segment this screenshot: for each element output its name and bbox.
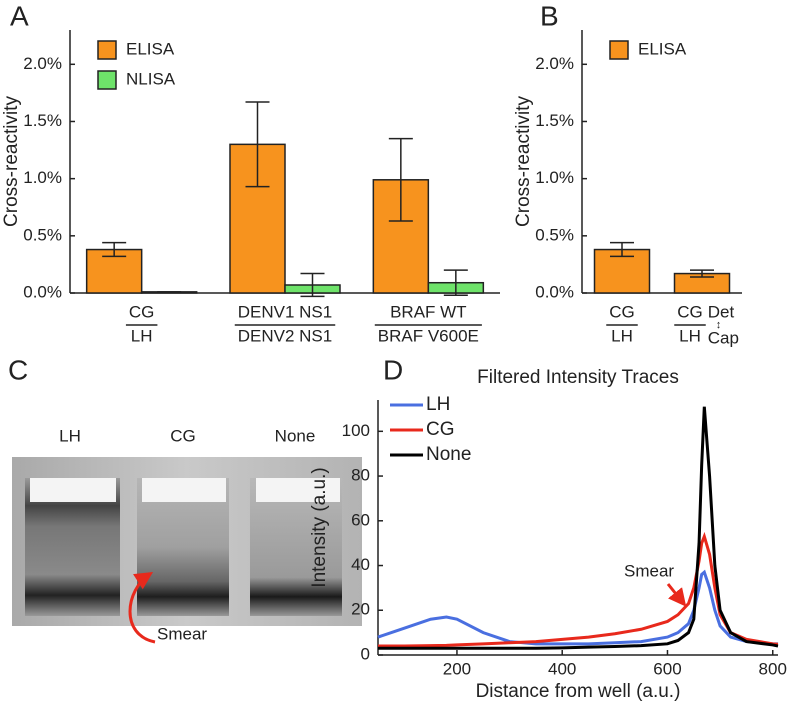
y-axis-label: Cross-reactivity: [513, 96, 534, 227]
legend-swatch: [609, 40, 629, 60]
legend-swatch: [97, 40, 117, 60]
x-axis-label: Distance from well (a.u.): [476, 681, 681, 702]
annotation-arrow: [128, 572, 156, 644]
x-tick-label: CG: [609, 302, 635, 321]
chart-title: Filtered Intensity Traces: [477, 367, 679, 388]
x-tick-label: Cap: [708, 328, 739, 347]
y-tick-label: 2.0%: [535, 54, 574, 73]
y-tick-label: 0.0%: [23, 282, 62, 301]
x-tick-label: 800: [759, 659, 787, 678]
y-tick-label: 1.5%: [23, 111, 62, 130]
x-tick-label: BRAF V600E: [378, 326, 479, 345]
legend-label: NLISA: [126, 69, 176, 88]
annotation: Smear: [624, 561, 674, 580]
error-bar: [245, 101, 270, 188]
y-tick-label: 40: [351, 555, 370, 574]
x-tick-label: ↕: [716, 319, 722, 331]
annotation-arrow: [666, 583, 687, 607]
y-tick-label: 100: [342, 421, 370, 440]
y-tick-label: 0.0%: [535, 282, 574, 301]
y-tick-label: 1.0%: [535, 168, 574, 187]
lane-label: None: [275, 426, 316, 445]
panel-letter: A: [10, 0, 29, 31]
y-tick-label: 1.5%: [535, 111, 574, 130]
line-series: [378, 406, 779, 650]
panel-letter: D: [383, 354, 403, 385]
y-tick-label: 60: [351, 510, 370, 529]
x-tick-label: 600: [653, 659, 681, 678]
y-tick-label: 2.0%: [23, 54, 62, 73]
lane-label: LH: [59, 426, 81, 445]
error-bar: [102, 241, 127, 258]
error-bar: [610, 241, 634, 258]
error-bar: [388, 137, 413, 222]
x-tick-label: 200: [443, 659, 471, 678]
panel-letter: C: [8, 354, 28, 385]
legend-swatch: [97, 70, 117, 90]
lane-label: CG: [170, 426, 196, 445]
y-axis-label: Intensity (a.u.): [309, 467, 330, 587]
panel-letter: B: [540, 0, 559, 31]
error-bar: [443, 269, 468, 297]
y-axis-label: Cross-reactivity: [1, 96, 22, 227]
x-tick-label: BRAF WT: [390, 302, 467, 321]
line-series: [377, 569, 778, 646]
error-bar: [300, 272, 325, 298]
y-tick-label: 0.5%: [23, 225, 62, 244]
y-tick-label: 0.5%: [535, 225, 574, 244]
y-tick-label: 80: [351, 466, 370, 485]
x-tick-label: DENV2 NS1: [238, 326, 332, 345]
x-tick-label: 400: [548, 659, 576, 678]
x-tick-label: LH: [131, 326, 153, 345]
gel-image: [12, 457, 362, 626]
x-tick-label: LH: [679, 326, 701, 345]
annotation: Smear: [157, 624, 207, 643]
legend-label: CG: [426, 419, 455, 440]
legend-label: None: [426, 444, 471, 465]
legend-label: LH: [426, 394, 450, 415]
x-tick-label: LH: [611, 326, 633, 345]
legend-label: ELISA: [638, 39, 687, 58]
x-tick-label: CG: [677, 302, 703, 321]
x-tick-label: Det: [708, 302, 735, 321]
error-bar: [690, 269, 714, 278]
y-tick-label: 1.0%: [23, 168, 62, 187]
legend-label: ELISA: [126, 39, 175, 58]
y-tick-label: 20: [351, 600, 370, 619]
x-tick-label: CG: [129, 302, 155, 321]
x-tick-label: DENV1 NS1: [238, 302, 332, 321]
y-tick-label: 0: [361, 644, 370, 663]
